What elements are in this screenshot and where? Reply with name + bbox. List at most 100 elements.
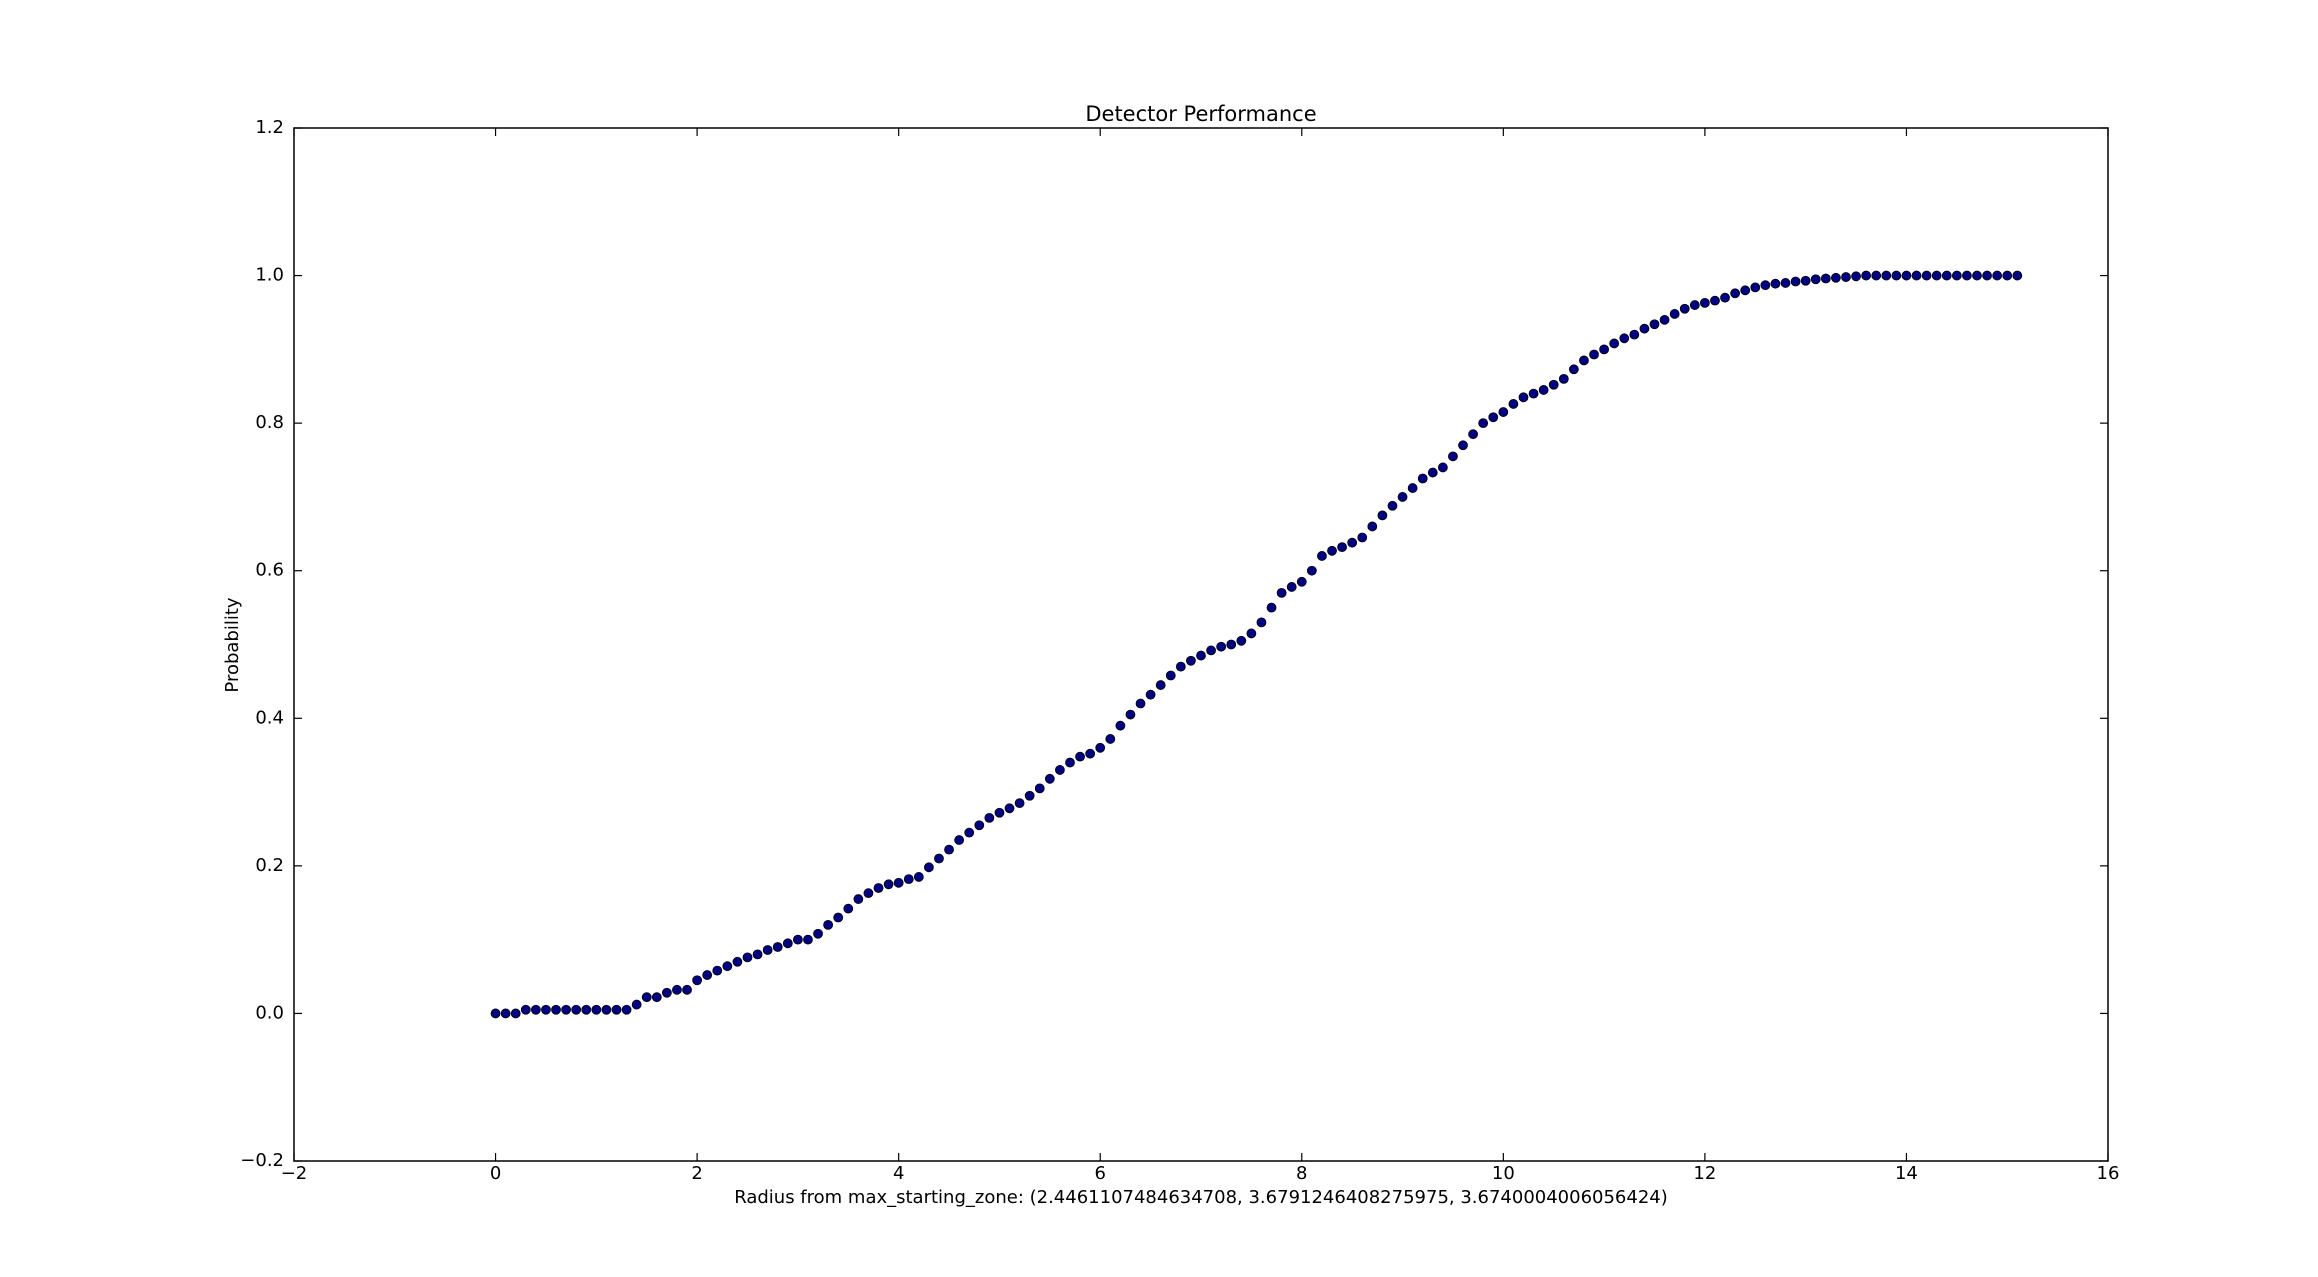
scatter-point <box>1256 617 1267 628</box>
scatter-point <box>661 987 672 998</box>
scatter-point <box>1095 742 1106 753</box>
scatter-point <box>1397 492 1408 502</box>
scatter-point <box>1246 628 1257 639</box>
scatter-point <box>1236 635 1247 646</box>
x-tick-label: 12 <box>1693 1163 1716 1184</box>
scatter-point <box>1810 274 1821 285</box>
scatter-point <box>1941 270 1952 281</box>
scatter-point <box>1820 273 1831 284</box>
scatter-point <box>1548 379 1559 390</box>
scatter-point <box>974 820 985 831</box>
scatter-point <box>1196 650 1206 661</box>
scatter-point <box>1327 545 1337 556</box>
scatter-point <box>1276 587 1287 598</box>
scatter-point <box>1679 303 1690 314</box>
scatter-point <box>1619 333 1630 344</box>
scatter-point <box>1075 751 1085 762</box>
scatter-point <box>964 827 975 838</box>
scatter-point <box>1448 451 1458 462</box>
scatter-point <box>1558 373 1569 384</box>
scatter-point <box>1841 272 1851 282</box>
scatter-point <box>500 1008 511 1019</box>
scatter-point <box>571 1004 582 1015</box>
scatter-point <box>1982 270 1992 281</box>
scatter-point <box>1155 680 1166 690</box>
scatter-point <box>1317 551 1327 561</box>
scatter-point <box>803 934 813 945</box>
scatter-point <box>984 812 995 823</box>
scatter-point <box>792 934 803 945</box>
scatter-point <box>1427 467 1438 478</box>
scatter-point <box>1417 473 1428 484</box>
scatter-point <box>1669 309 1680 319</box>
scatter-point <box>1216 641 1227 652</box>
x-tick-label: 16 <box>2097 1163 2120 1184</box>
scatter-point <box>1861 270 1872 281</box>
scatter-point <box>1508 399 1519 409</box>
x-tick-label: 8 <box>1296 1163 1307 1184</box>
scatter-point <box>1377 510 1388 521</box>
y-tick-label: 0.8 <box>255 412 284 433</box>
scatter-point <box>1659 314 1670 325</box>
scatter-point <box>1357 532 1368 543</box>
scatter-point <box>1044 773 1055 784</box>
scatter-point <box>903 874 914 885</box>
scatter-point <box>843 903 854 914</box>
x-tick-label: 4 <box>893 1163 904 1184</box>
scatter-point <box>732 956 743 967</box>
scatter-point <box>1468 429 1478 440</box>
scatter-point <box>1125 709 1136 720</box>
scatter-point <box>1055 765 1065 775</box>
scatter-point <box>1951 270 1962 281</box>
y-tick-label: 0.6 <box>255 560 284 581</box>
scatter-point <box>1004 803 1015 814</box>
scatter-point <box>1186 655 1196 666</box>
x-tick-label: 2 <box>691 1163 702 1184</box>
scatter-point <box>520 1004 531 1015</box>
scatter-point <box>813 928 823 939</box>
scatter-point <box>551 1004 561 1015</box>
scatter-point <box>530 1004 541 1015</box>
scatter-point <box>1387 500 1398 511</box>
x-tick-label: 10 <box>1492 1163 1515 1184</box>
y-tick-label: 1.0 <box>255 265 284 286</box>
scatter-point <box>1165 670 1176 681</box>
scatter-point <box>1296 576 1307 587</box>
scatter-point <box>1347 537 1358 548</box>
scatter-point <box>1065 757 1075 768</box>
scatter-point <box>641 992 652 1003</box>
scatter-point <box>1972 270 1982 281</box>
scatter-point <box>581 1004 592 1015</box>
scatter-point <box>924 862 934 873</box>
scatter-point <box>823 919 834 930</box>
x-tick-label: 0 <box>490 1163 501 1184</box>
scatter-point <box>772 942 783 952</box>
scatter-point <box>1599 344 1610 355</box>
scatter-point <box>1962 270 1972 281</box>
scatter-point <box>994 807 1005 818</box>
scatter-point <box>1528 388 1539 399</box>
scatter-point <box>1730 288 1741 299</box>
scatter-point <box>1206 645 1216 656</box>
scatter-point <box>853 894 864 904</box>
scatter-point <box>702 970 713 980</box>
scatter-point <box>1750 282 1761 293</box>
scatter-point <box>692 975 703 986</box>
scatter-point <box>883 879 894 890</box>
scatter-point <box>762 945 773 955</box>
scatter-point <box>712 965 723 976</box>
scatter-point <box>1931 270 1942 281</box>
scatter-point <box>1891 270 1902 281</box>
scatter-point <box>1800 275 1811 286</box>
scatter-point <box>1014 798 1025 809</box>
scatter-point <box>742 952 753 963</box>
scatter-point <box>1780 278 1791 288</box>
scatter-point <box>722 961 733 972</box>
scatter-point <box>1649 319 1660 330</box>
scatter-point <box>1105 734 1116 744</box>
scatter-point <box>490 1008 501 1019</box>
scatter-point <box>1286 582 1297 592</box>
chart-title: Detector Performance <box>1085 102 1316 126</box>
